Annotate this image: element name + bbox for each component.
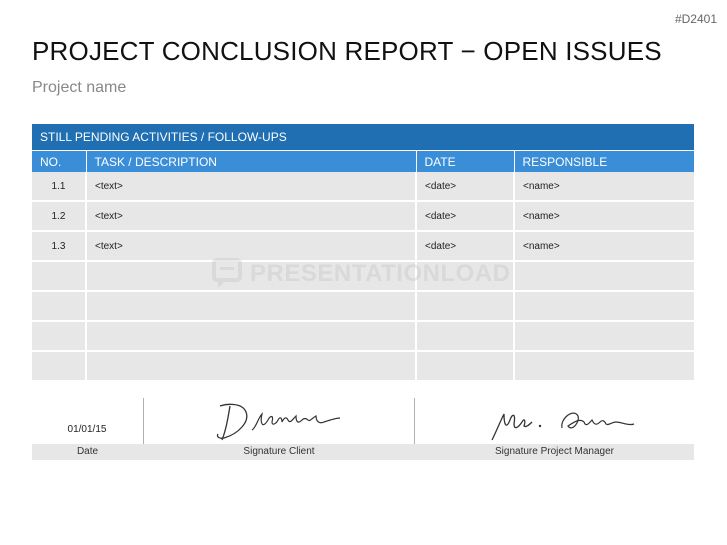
cell-no[interactable]	[32, 291, 87, 322]
manager-signature	[491, 412, 635, 441]
cell-responsible[interactable]: <name>	[514, 172, 695, 202]
header-task: TASK / DESCRIPTION	[86, 150, 417, 172]
header-date: DATE	[416, 150, 515, 172]
table-row	[32, 351, 695, 382]
cell-responsible[interactable]: <name>	[514, 201, 695, 232]
cell-task[interactable]	[86, 291, 417, 322]
cell-responsible[interactable]	[514, 321, 695, 352]
signature-label-bar: Date Signature Client Signature Project …	[32, 444, 694, 460]
project-name: Project name	[32, 79, 127, 96]
document-code: #D2401	[674, 12, 717, 26]
label-date: Date	[76, 446, 99, 457]
cell-responsible[interactable]	[514, 291, 695, 322]
cell-date[interactable]: <date>	[416, 231, 515, 262]
cell-date[interactable]	[416, 321, 515, 352]
divider	[414, 398, 415, 444]
cell-no[interactable]: 1.1	[32, 172, 87, 202]
cell-date[interactable]	[416, 291, 515, 322]
cell-responsible[interactable]	[514, 351, 695, 382]
label-signature-client: Signature Client	[243, 446, 315, 457]
header-no: NO.	[32, 150, 87, 172]
cell-task[interactable]	[86, 261, 417, 292]
table-banner: STILL PENDING ACTIVITIES / FOLLOW-UPS	[32, 124, 695, 151]
cell-date[interactable]	[416, 261, 515, 292]
cell-no[interactable]	[32, 321, 87, 352]
table-row: 1.3 <text> <date> <name>	[32, 231, 695, 262]
cell-task[interactable]	[86, 351, 417, 382]
cell-responsible[interactable]: <name>	[514, 231, 695, 262]
cell-no[interactable]: 1.3	[32, 231, 87, 262]
open-issues-table: STILL PENDING ACTIVITIES / FOLLOW-UPS NO…	[32, 124, 695, 382]
cell-no[interactable]: 1.2	[32, 201, 87, 232]
signature-date[interactable]: 01/01/15	[67, 424, 107, 435]
signature-section: 01/01/15 Date Signature Client Signature…	[32, 398, 694, 462]
table-row: 1.2 <text> <date> <name>	[32, 201, 695, 232]
table-header-row: NO. TASK / DESCRIPTION DATE RESPONSIBLE	[32, 150, 695, 172]
cell-date[interactable]	[416, 351, 515, 382]
cell-task[interactable]: <text>	[86, 201, 417, 232]
page-title: PROJECT CONCLUSION REPORT − OPEN ISSUES	[32, 36, 662, 66]
divider	[143, 398, 144, 444]
label-signature-project-manager: Signature Project Manager	[495, 446, 614, 457]
table-row	[32, 261, 695, 292]
header-responsible: RESPONSIBLE	[514, 150, 695, 172]
client-signature	[216, 403, 341, 441]
cell-task[interactable]: <text>	[86, 231, 417, 262]
cell-date[interactable]: <date>	[416, 201, 515, 232]
cell-task[interactable]: <text>	[86, 172, 417, 202]
cell-date[interactable]: <date>	[416, 172, 515, 202]
cell-responsible[interactable]	[514, 261, 695, 292]
cell-task[interactable]	[86, 321, 417, 352]
table-row	[32, 291, 695, 322]
table-row: 1.1 <text> <date> <name>	[32, 172, 695, 202]
cell-no[interactable]	[32, 351, 87, 382]
table-row	[32, 321, 695, 352]
table-banner-label: STILL PENDING ACTIVITIES / FOLLOW-UPS	[32, 124, 695, 151]
cell-no[interactable]	[32, 261, 87, 292]
